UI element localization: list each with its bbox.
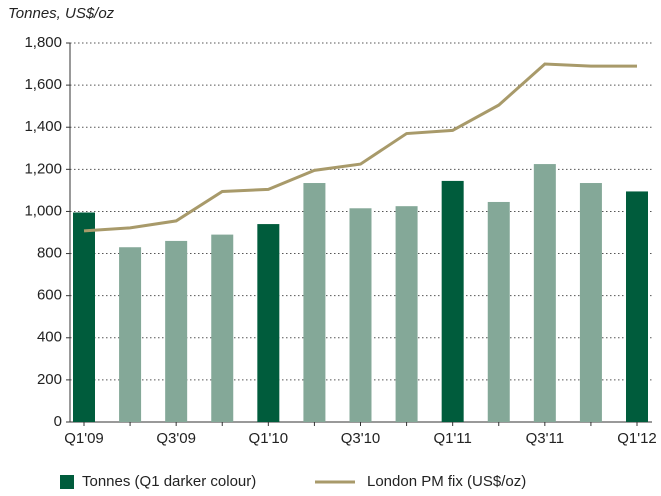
- x-tick-label: Q1'11: [433, 430, 471, 447]
- y-tick-label: 1,800: [24, 34, 62, 51]
- bar: [119, 247, 142, 422]
- bar: [211, 234, 234, 422]
- bar: [303, 183, 326, 422]
- x-tick-label: Q3'10: [341, 430, 381, 447]
- bar: [441, 180, 464, 422]
- bar: [487, 201, 510, 422]
- bar: [73, 212, 95, 422]
- legend-label: Tonnes (Q1 darker colour): [82, 473, 256, 490]
- y-tick-label: 0: [54, 413, 62, 430]
- y-tick-label: 1,200: [24, 160, 62, 177]
- bar: [579, 183, 602, 422]
- y-tick-label: 1,400: [24, 118, 62, 135]
- legend-label: London PM fix (US$/oz): [367, 473, 526, 490]
- x-tick-label: Q1'10: [249, 430, 289, 447]
- y-tick-label: 200: [37, 371, 62, 388]
- bar: [349, 208, 372, 422]
- y-tick-label: 800: [37, 245, 62, 262]
- y-tick-label: 600: [37, 287, 62, 304]
- legend-swatch: [60, 475, 74, 489]
- x-tick-label: Q3'11: [526, 430, 564, 447]
- bar: [626, 191, 648, 422]
- y-tick-label: 400: [37, 329, 62, 346]
- line: [83, 62, 637, 233]
- bar: [395, 206, 418, 422]
- bar: [533, 164, 556, 422]
- bar: [165, 240, 188, 422]
- chart-title: Tonnes, US$/oz: [8, 5, 115, 22]
- x-tick-label: Q1'09: [64, 430, 104, 447]
- bar: [257, 224, 280, 422]
- y-tick-label: 1,000: [24, 202, 62, 219]
- y-tick-label: 1,600: [24, 76, 62, 93]
- x-tick-label: Q3'09: [156, 430, 196, 447]
- x-tick-label: Q1'12: [617, 430, 657, 447]
